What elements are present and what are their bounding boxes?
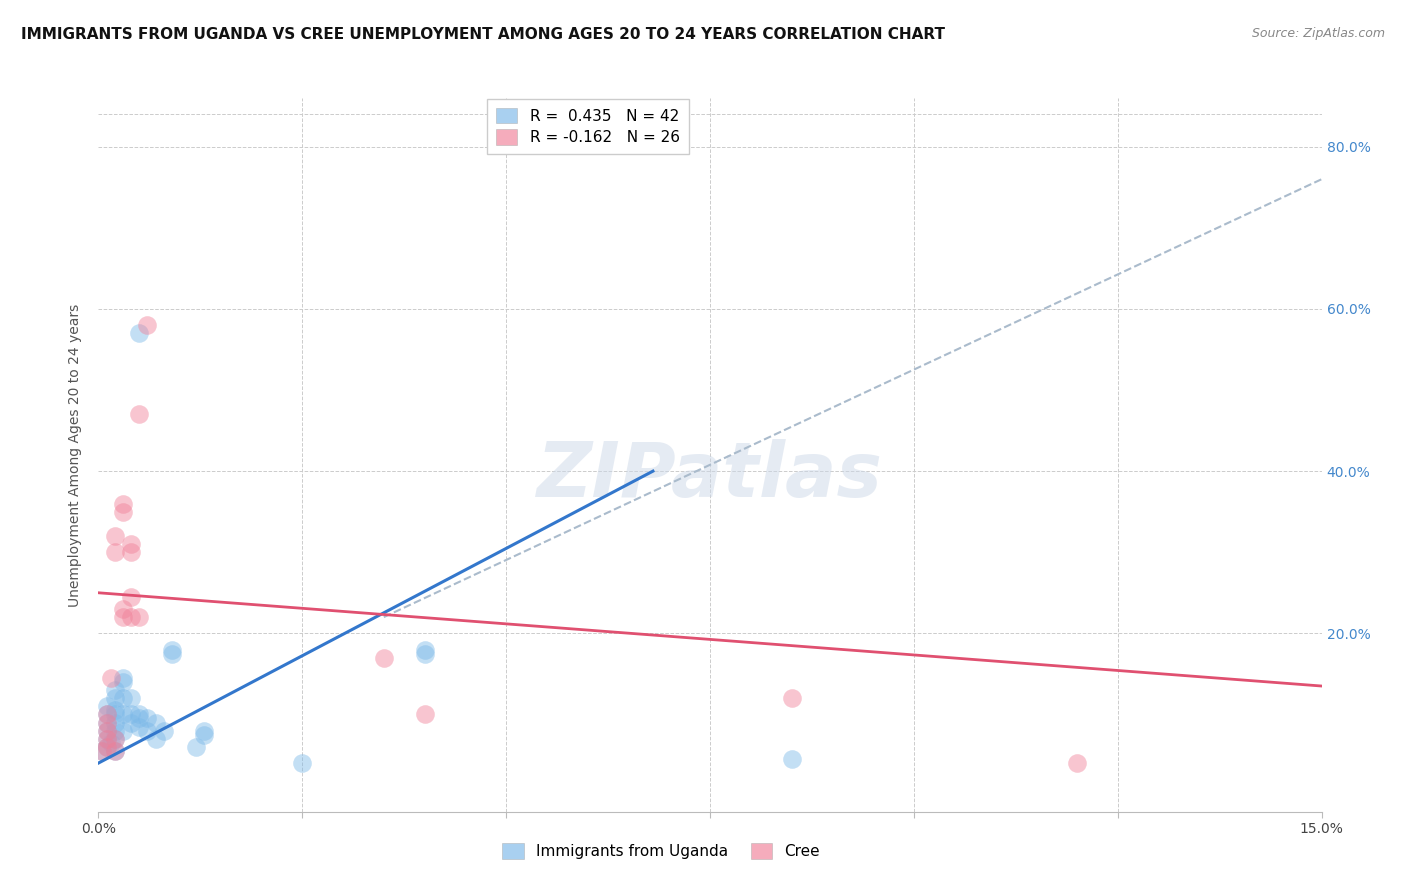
Point — [136, 318, 159, 333]
Text: ZIPatlas: ZIPatlas — [537, 440, 883, 513]
Point — [104, 715, 127, 730]
Point — [111, 707, 134, 722]
Point — [96, 739, 118, 754]
Point — [111, 691, 134, 706]
Point — [111, 505, 134, 519]
Point — [128, 707, 150, 722]
Point — [413, 642, 436, 657]
Point — [152, 723, 174, 738]
Point — [160, 642, 183, 657]
Point — [128, 720, 150, 734]
Point — [96, 731, 118, 746]
Point — [128, 711, 150, 725]
Point — [104, 744, 127, 758]
Text: IMMIGRANTS FROM UGANDA VS CREE UNEMPLOYMENT AMONG AGES 20 TO 24 YEARS CORRELATIO: IMMIGRANTS FROM UGANDA VS CREE UNEMPLOYM… — [21, 27, 945, 42]
Point — [111, 723, 134, 738]
Y-axis label: Unemployment Among Ages 20 to 24 years: Unemployment Among Ages 20 to 24 years — [69, 303, 83, 607]
Point — [96, 707, 118, 722]
Point — [91, 744, 114, 758]
Point — [128, 326, 150, 341]
Point — [128, 610, 150, 624]
Text: Source: ZipAtlas.com: Source: ZipAtlas.com — [1251, 27, 1385, 40]
Point — [104, 691, 127, 706]
Point — [120, 545, 142, 559]
Point — [128, 408, 150, 422]
Point — [145, 731, 167, 746]
Point — [100, 671, 122, 685]
Point — [111, 497, 134, 511]
Point — [104, 545, 127, 559]
Point — [91, 744, 114, 758]
Point — [104, 703, 127, 717]
Point — [104, 723, 127, 738]
Point — [120, 537, 142, 551]
Point — [120, 707, 142, 722]
Point — [120, 715, 142, 730]
Point — [120, 691, 142, 706]
Point — [100, 736, 122, 750]
Point — [136, 711, 159, 725]
Point — [96, 699, 118, 714]
Point — [1066, 756, 1088, 770]
Point — [136, 723, 159, 738]
Point — [780, 691, 803, 706]
Point — [160, 647, 183, 661]
Point — [373, 650, 395, 665]
Legend: Immigrants from Uganda, Cree: Immigrants from Uganda, Cree — [494, 834, 830, 868]
Point — [104, 744, 127, 758]
Point — [96, 723, 118, 738]
Point — [413, 707, 436, 722]
Point — [111, 675, 134, 690]
Point — [96, 731, 118, 746]
Point — [291, 756, 314, 770]
Point — [111, 602, 134, 616]
Point — [780, 752, 803, 766]
Point — [96, 715, 118, 730]
Point — [104, 731, 127, 746]
Point — [120, 610, 142, 624]
Point — [111, 671, 134, 685]
Point — [96, 715, 118, 730]
Point — [186, 739, 208, 754]
Point — [145, 715, 167, 730]
Point — [96, 723, 118, 738]
Point — [104, 529, 127, 543]
Point — [413, 647, 436, 661]
Point — [120, 590, 142, 604]
Point — [193, 723, 215, 738]
Point — [104, 707, 127, 722]
Point — [96, 739, 118, 754]
Point — [111, 610, 134, 624]
Point — [104, 683, 127, 698]
Point — [104, 731, 127, 746]
Point — [96, 707, 118, 722]
Point — [193, 728, 215, 742]
